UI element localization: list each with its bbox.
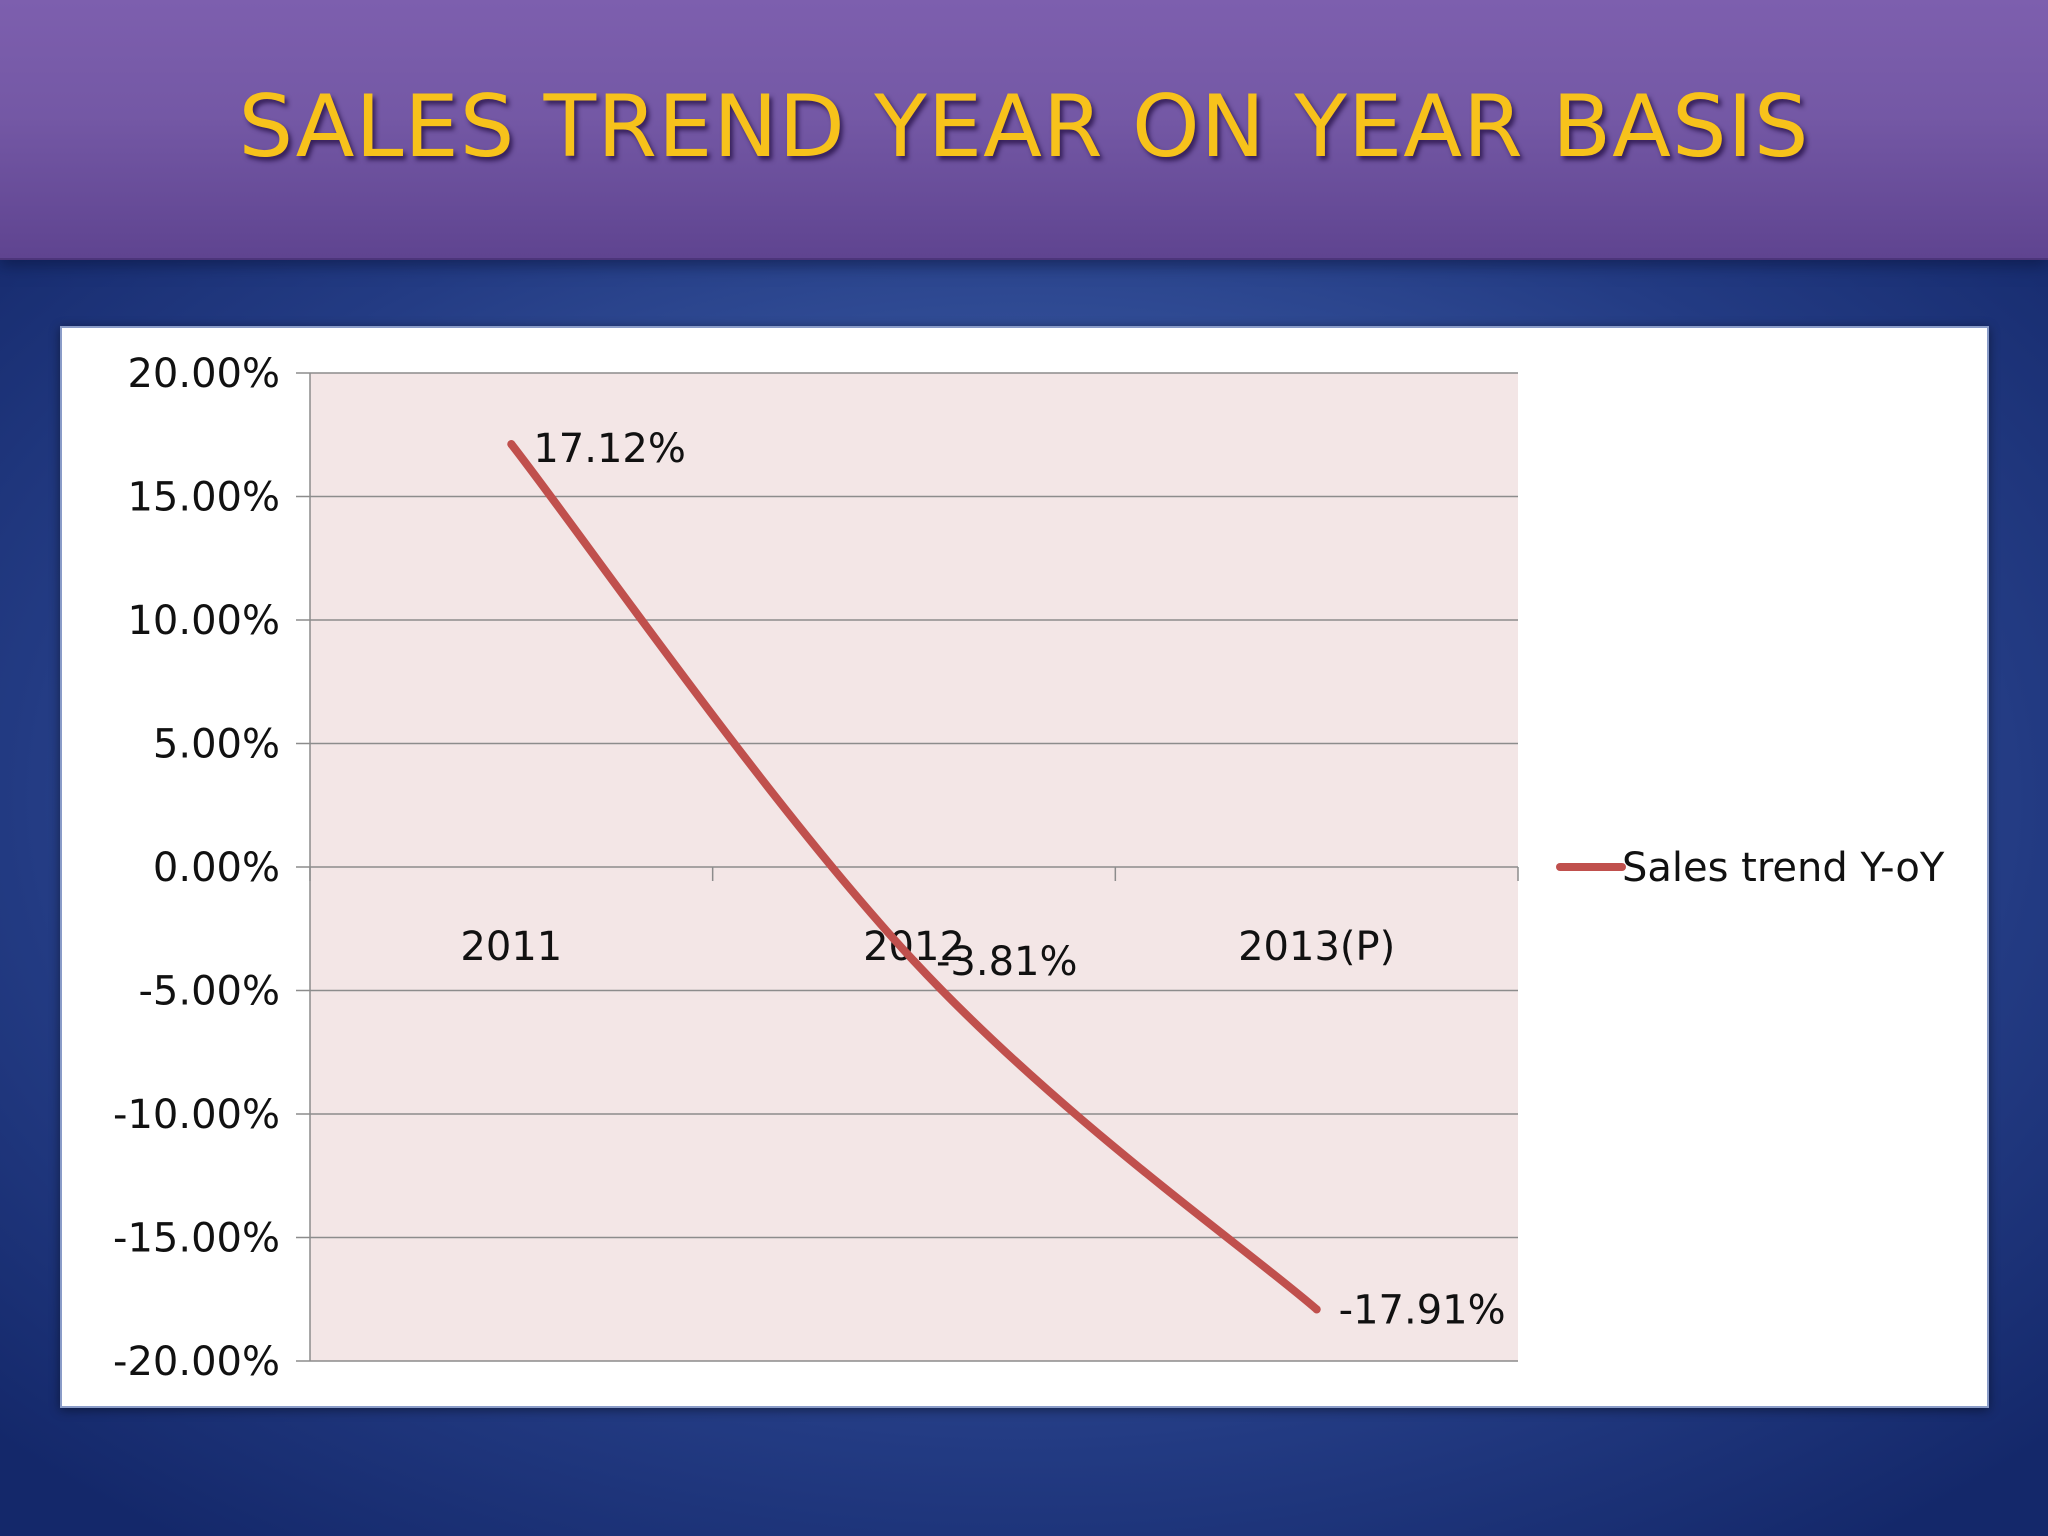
y-tick-label: -5.00% [138,969,280,1015]
chart-panel: 20.00% 15.00% 10.00% 5.00% 0.00% -5.00% -10.00… [60,326,1989,1408]
y-tick-label: 15.00% [127,475,280,521]
data-label: 17.12% [533,426,686,472]
data-point [910,957,918,966]
x-category-label: 2013(P) [1238,924,1395,970]
y-tick-label: 5.00% [153,722,280,768]
y-tick-label: -15.00% [113,1216,280,1262]
x-category-label: 2011 [460,924,562,970]
y-tick-label: 0.00% [153,845,280,891]
y-tick-label: 10.00% [127,598,280,644]
y-tick-label: 20.00% [127,351,280,397]
data-point [1312,1305,1321,1314]
slide-title: SALES TREND YEAR ON YEAR BASIS [238,77,1810,177]
data-label: -17.91% [1339,1287,1506,1333]
data-point [507,440,516,449]
line-chart: 20.00% 15.00% 10.00% 5.00% 0.00% -5.00% -10.00… [113,351,1945,1385]
title-bar: SALES TREND YEAR ON YEAR BASIS [0,0,2048,260]
legend-label: Sales trend Y-oY [1622,845,1945,891]
y-tick-label: -20.00% [113,1339,280,1385]
y-tick-label: -10.00% [113,1092,280,1138]
data-label: -3.81% [936,939,1078,985]
